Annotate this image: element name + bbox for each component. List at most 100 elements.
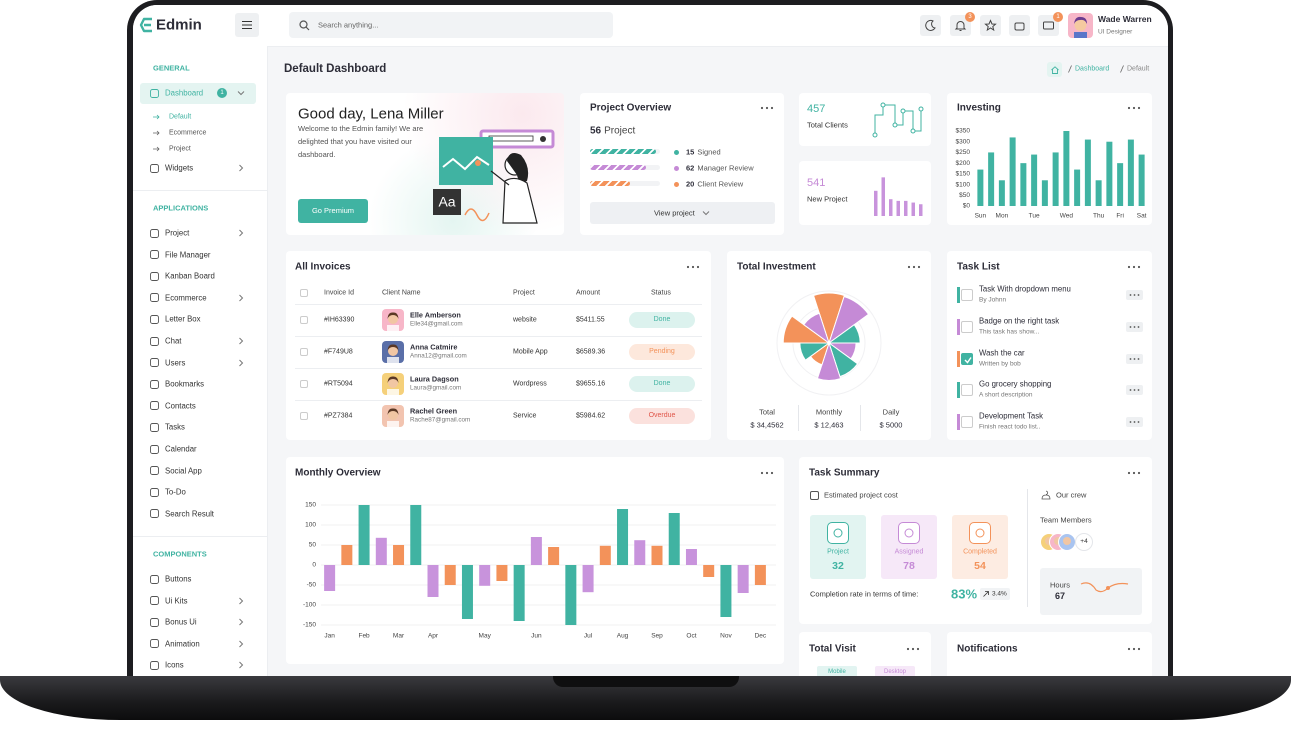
task-menu[interactable] [1126, 321, 1143, 332]
section-heading: GENERAL [153, 63, 190, 73]
bar [496, 565, 508, 581]
premium-button[interactable]: Go Premium [298, 199, 368, 223]
menu-icon-shape [150, 336, 159, 346]
task-checkbox[interactable] [961, 384, 973, 397]
row-checkbox[interactable] [300, 316, 308, 324]
menu-item[interactable]: Contacts [165, 401, 196, 411]
menu-icon [150, 617, 159, 627]
task-color-bar [957, 382, 960, 399]
y-tick-label: $100 [956, 181, 971, 188]
status-label: Signed [697, 147, 721, 157]
bar [651, 545, 663, 565]
menu-item[interactable]: Widgets [165, 163, 194, 173]
breadcrumb-link[interactable]: Dashboard [1075, 65, 1110, 73]
cost-icon [810, 491, 819, 500]
menu-item[interactable]: Ui Kits [165, 596, 188, 606]
more-button[interactable] [906, 646, 920, 652]
dot [770, 106, 774, 110]
illus-window-bar [488, 135, 534, 142]
dot [1133, 421, 1136, 424]
task-checkbox[interactable] [961, 320, 973, 333]
menu-item[interactable]: Chat [165, 336, 182, 346]
task-menu[interactable] [1126, 417, 1143, 428]
crew-label: Our crew [1056, 490, 1087, 500]
illus-hair [507, 153, 529, 183]
menu-item[interactable]: Ecommerce [165, 293, 207, 303]
menu-item[interactable]: Tasks [165, 422, 185, 432]
menu-item[interactable]: Letter Box [165, 314, 201, 324]
summary-box-label: Completed [963, 548, 997, 556]
submenu-item[interactable]: Project [169, 145, 191, 153]
menu-item[interactable]: Bonus Ui [165, 617, 197, 627]
more-button[interactable] [1127, 105, 1141, 111]
search-circle [299, 20, 308, 29]
menu-item[interactable]: Dashboard [165, 88, 204, 98]
bar [1117, 163, 1124, 206]
task-title: Badge on the right task [979, 316, 1060, 326]
summary-icon-shape [975, 528, 985, 538]
menu-item[interactable]: File Manager [165, 250, 211, 260]
x-tick-label: Sep [651, 633, 663, 640]
task-menu[interactable] [1126, 290, 1143, 300]
avatar-shirt [1074, 32, 1087, 38]
dot [765, 471, 769, 475]
visit-tab[interactable]: Desktop [875, 666, 915, 676]
bar [988, 152, 995, 206]
more-button[interactable] [1127, 470, 1141, 476]
task-checkbox[interactable] [961, 352, 973, 365]
dot [916, 647, 920, 651]
y-tick-label: -100 [303, 602, 316, 609]
menu-item[interactable]: Calendar [165, 444, 197, 454]
view-project-button[interactable]: View project [590, 202, 775, 224]
x-tick-label: Aug [617, 633, 629, 640]
task-menu[interactable] [1126, 353, 1143, 364]
invoices-card: All Invoices Invoice Id Client Name Project… [286, 251, 711, 440]
menu-item[interactable]: Project [165, 228, 190, 238]
menu-toggle[interactable] [235, 13, 259, 37]
more-button[interactable] [1127, 646, 1141, 652]
breadcrumb-home[interactable] [1047, 62, 1062, 77]
menu-item[interactable]: Search Result [165, 509, 214, 519]
menu-item[interactable]: Kanban Board [165, 271, 215, 281]
polar-segment [816, 341, 842, 381]
menu-item[interactable]: Animation [165, 639, 200, 649]
menu-icon [150, 293, 159, 303]
menu-item[interactable]: Icons [165, 660, 184, 670]
submenu-arrow-path [153, 146, 160, 152]
bar [548, 547, 560, 565]
submenu-item[interactable]: Default [169, 113, 192, 121]
logo-icon [139, 17, 152, 33]
more-button[interactable] [760, 105, 774, 111]
total-clients-card: 457 Total Clients [799, 93, 931, 146]
row-checkbox[interactable] [300, 348, 308, 356]
task-checkbox[interactable] [961, 416, 973, 429]
chevron-path [239, 229, 244, 237]
sparkline-dot [918, 106, 924, 112]
menu-item[interactable]: Bookmarks [165, 379, 204, 389]
menu-item[interactable]: Social App [165, 466, 202, 476]
dot [1129, 325, 1132, 328]
task-checkbox[interactable] [961, 289, 973, 301]
menu-item[interactable]: To-Do [165, 487, 186, 497]
search-box[interactable]: Search anything... [289, 12, 613, 38]
more-button[interactable] [907, 264, 921, 270]
menu-item[interactable]: Buttons [165, 574, 192, 584]
submenu-item[interactable]: Ecommerce [169, 129, 207, 137]
card-title: Total Investment [737, 261, 816, 273]
header-icon-button[interactable] [1009, 15, 1030, 36]
menu-item[interactable]: Users [165, 358, 186, 368]
row-checkbox[interactable] [300, 412, 308, 420]
dot [1129, 389, 1132, 392]
visit-tab[interactable]: Mobile [817, 666, 857, 676]
task-menu[interactable] [1126, 385, 1143, 396]
header-icon-button[interactable] [920, 15, 941, 36]
more-button[interactable] [1127, 264, 1141, 270]
menu-icon [150, 314, 159, 324]
row-checkbox[interactable] [300, 380, 308, 388]
row-checkbox[interactable] [300, 289, 308, 297]
invoice-project: website [513, 316, 537, 324]
header-icon-button[interactable] [980, 15, 1001, 36]
more-button[interactable] [686, 264, 700, 270]
more-button[interactable] [760, 470, 774, 476]
avatar-hair [1074, 16, 1087, 24]
